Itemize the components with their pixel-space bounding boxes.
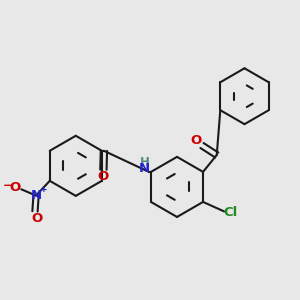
Text: +: + [40,185,47,194]
Text: H: H [140,156,150,169]
Text: O: O [32,212,43,225]
Text: −: − [3,178,13,192]
Text: Cl: Cl [224,206,238,219]
Text: O: O [190,134,201,147]
Text: N: N [31,189,42,202]
Text: O: O [9,181,21,194]
Text: O: O [98,170,109,183]
Text: N: N [139,162,150,175]
